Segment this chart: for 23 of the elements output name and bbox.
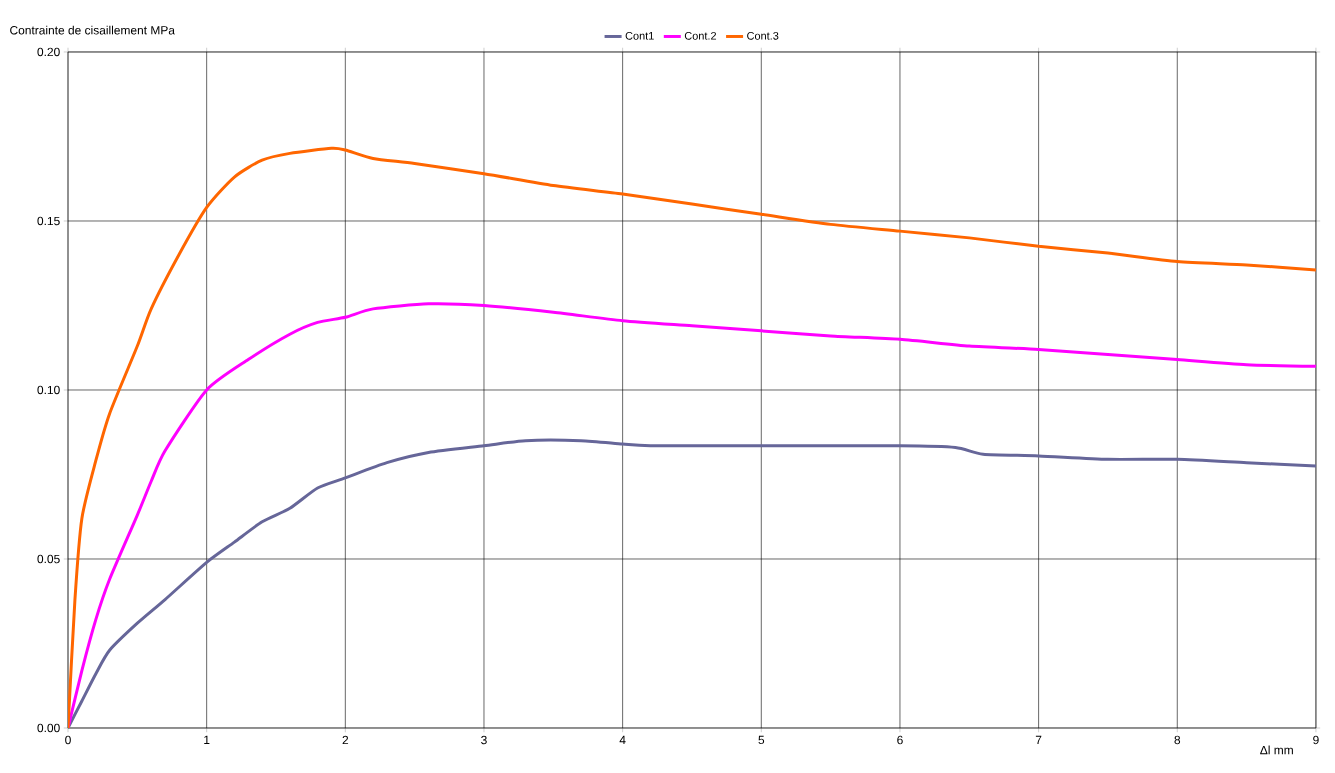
x-tick-label: 1 (204, 735, 210, 744)
y-tick-label: 0.20 (37, 47, 60, 57)
x-tick-label: 0 (65, 735, 71, 745)
y-tick-label: 0.15 (37, 216, 60, 226)
x-tick-label: 4 (619, 735, 626, 744)
y-tick-label: 0.10 (37, 385, 60, 395)
y-tick-label: 0.05 (37, 554, 60, 564)
x-tick-label: 6 (897, 735, 903, 745)
x-tick-label: 8 (1174, 735, 1181, 745)
line-series (68, 302, 1316, 728)
y-tick-label: 0.00 (37, 723, 60, 733)
y-axis-title: Contrainte de cisaillement MPa (10, 25, 175, 35)
line-series (68, 438, 1316, 728)
x-axis-title: Δl mm (1260, 745, 1293, 755)
x-tick-label: 3 (481, 735, 487, 745)
x-tick-label: 5 (758, 735, 765, 745)
x-tick-label: 2 (342, 735, 349, 745)
x-tick-label: 9 (1313, 735, 1319, 745)
x-tick-label: 7 (1035, 735, 1042, 744)
legend-label: Cont1 (625, 31, 654, 40)
legend-label: Cont.3 (747, 31, 779, 40)
legend-label: Cont.2 (684, 31, 717, 40)
line-series (68, 146, 1316, 728)
